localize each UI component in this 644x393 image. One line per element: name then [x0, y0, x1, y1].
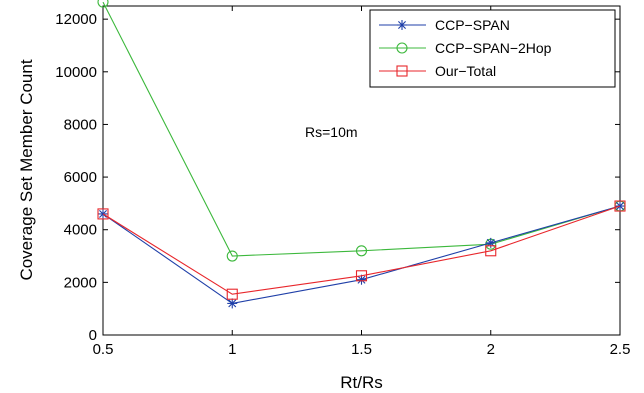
data-point	[227, 298, 238, 309]
x-tick-label: 0.5	[93, 341, 114, 358]
series-line	[102, 1, 621, 257]
y-axis-ticks: 0 2000 4000 6000 8000 10000 12000	[55, 11, 620, 344]
legend-marker	[397, 20, 407, 30]
x-axis-ticks: 0.5 1 1.5 2 2.5	[93, 6, 631, 358]
series-2	[97, 200, 626, 300]
legend-label: CCP−SPAN	[435, 17, 510, 33]
legend-label: CCP−SPAN−2Hop	[435, 40, 552, 56]
y-tick-label: 10000	[55, 64, 97, 81]
y-tick-label: 0	[89, 327, 97, 344]
data-point	[226, 250, 238, 262]
legend: CCP−SPAN CCP−SPAN−2Hop Our−Total	[369, 9, 616, 88]
x-tick-label: 2	[487, 341, 495, 358]
legend-entry: CCP−SPAN	[379, 17, 510, 33]
y-tick-label: 6000	[64, 169, 97, 186]
legend-marker	[396, 65, 408, 77]
x-axis-label: Rt/Rs	[340, 373, 383, 392]
data-point	[485, 237, 496, 248]
annotation-rs: Rs=10m	[305, 124, 358, 140]
x-tick-label: 1	[228, 341, 236, 358]
y-tick-label: 2000	[64, 274, 97, 291]
legend-label: Our−Total	[435, 63, 496, 79]
data-point	[355, 270, 368, 282]
data-point	[485, 245, 497, 257]
series-line	[102, 205, 621, 295]
data-point	[97, 208, 109, 220]
x-tick-label: 1.5	[351, 341, 372, 358]
y-axis-label: Coverage Set Member Count	[17, 59, 36, 280]
y-tick-label: 8000	[64, 116, 97, 133]
y-tick-label: 4000	[64, 222, 97, 239]
data-point	[355, 245, 368, 257]
y-tick-label: 12000	[55, 11, 97, 28]
data-point	[97, 0, 109, 8]
x-tick-label: 2.5	[610, 341, 631, 358]
legend-marker	[396, 42, 408, 54]
series-layer	[97, 0, 626, 309]
data-point	[356, 274, 367, 285]
legend-entry: Our−Total	[379, 63, 496, 79]
legend-entry: CCP−SPAN−2Hop	[379, 40, 552, 56]
data-point	[226, 288, 238, 300]
data-point	[614, 200, 626, 212]
